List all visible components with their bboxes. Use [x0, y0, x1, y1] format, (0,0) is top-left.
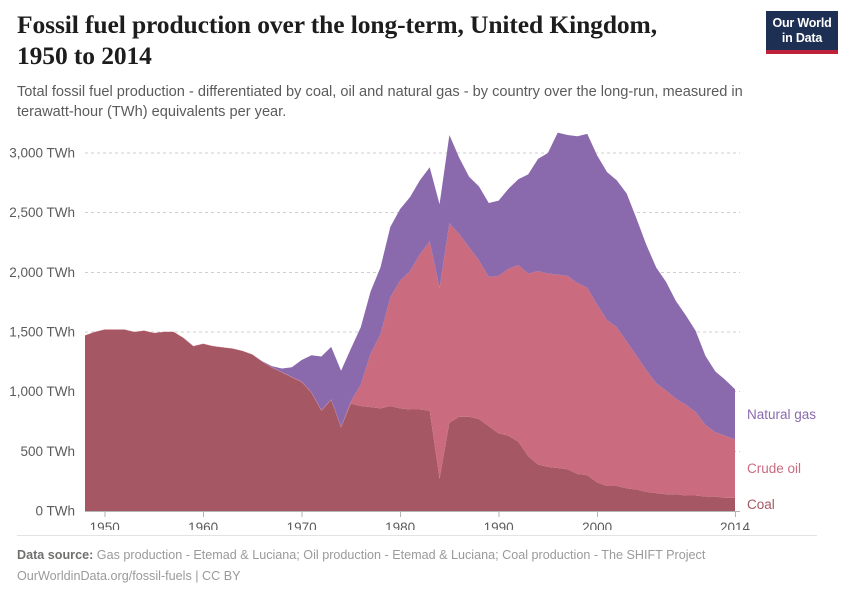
data-source-text: Gas production - Etemad & Luciana; Oil p… — [96, 548, 706, 563]
y-tick-label: 2,500 TWh — [9, 205, 75, 220]
page-title: Fossil fuel production over the long-ter… — [17, 10, 657, 70]
y-tick-label: 0 TWh — [35, 504, 75, 519]
chart-footer: Data source: Gas production - Etemad & L… — [17, 535, 817, 586]
area-series-natural-gas[interactable] — [85, 132, 735, 440]
area-series-crude-oil[interactable] — [85, 223, 735, 498]
data-source-line: Data source: Gas production - Etemad & L… — [17, 545, 817, 565]
area-series-coal[interactable] — [85, 329, 735, 511]
x-axis-ticks: 1950 1960 1970 1980 1990 2000 2014 — [90, 511, 751, 530]
chart-area: 0 TWh 500 TWh 1,000 TWh 1,500 TWh 2,000 TWh 2… — [0, 120, 850, 530]
legend-label-natural-gas[interactable]: Natural gas — [747, 407, 816, 422]
chart-header: Fossil fuel production over the long-ter… — [17, 10, 757, 123]
x-tick-label: 1950 — [90, 520, 120, 530]
y-tick-label: 1,000 TWh — [9, 384, 75, 399]
x-tick-label: 1980 — [385, 520, 415, 530]
y-tick-label: 1,500 TWh — [9, 324, 75, 339]
owid-logo-line-1: Our World — [772, 16, 832, 30]
y-tick-label: 3,000 TWh — [9, 145, 75, 160]
owid-logo-line-2: in Data — [781, 30, 823, 45]
owid-logo-spacer — [766, 45, 838, 50]
x-tick-label: 1990 — [484, 520, 514, 530]
x-tick-label: 1960 — [188, 520, 218, 530]
area-series-group[interactable] — [85, 132, 735, 511]
licence-line[interactable]: OurWorldinData.org/fossil-fuels | CC BY — [17, 568, 241, 583]
y-tick-label: 2,000 TWh — [9, 265, 75, 280]
y-axis-ticks: 0 TWh 500 TWh 1,000 TWh 1,500 TWh 2,000 TWh 2… — [9, 145, 75, 518]
y-tick-label: 500 TWh — [20, 444, 75, 459]
legend-label-crude-oil[interactable]: Crude oil — [747, 461, 801, 476]
legend-label-coal[interactable]: Coal — [747, 497, 775, 512]
chart-legend[interactable]: Natural gas Crude oil Coal — [747, 407, 816, 512]
data-source-label: Data source: — [17, 548, 94, 563]
x-tick-label: 1970 — [287, 520, 317, 530]
chart-subtitle: Total fossil fuel production - different… — [17, 83, 743, 121]
x-tick-label: 2014 — [720, 520, 751, 530]
x-tick-label: 2000 — [582, 520, 612, 530]
owid-logo[interactable]: Our World in Data — [766, 11, 838, 54]
stacked-area-chart[interactable]: 0 TWh 500 TWh 1,000 TWh 1,500 TWh 2,000 TWh 2… — [0, 120, 850, 530]
